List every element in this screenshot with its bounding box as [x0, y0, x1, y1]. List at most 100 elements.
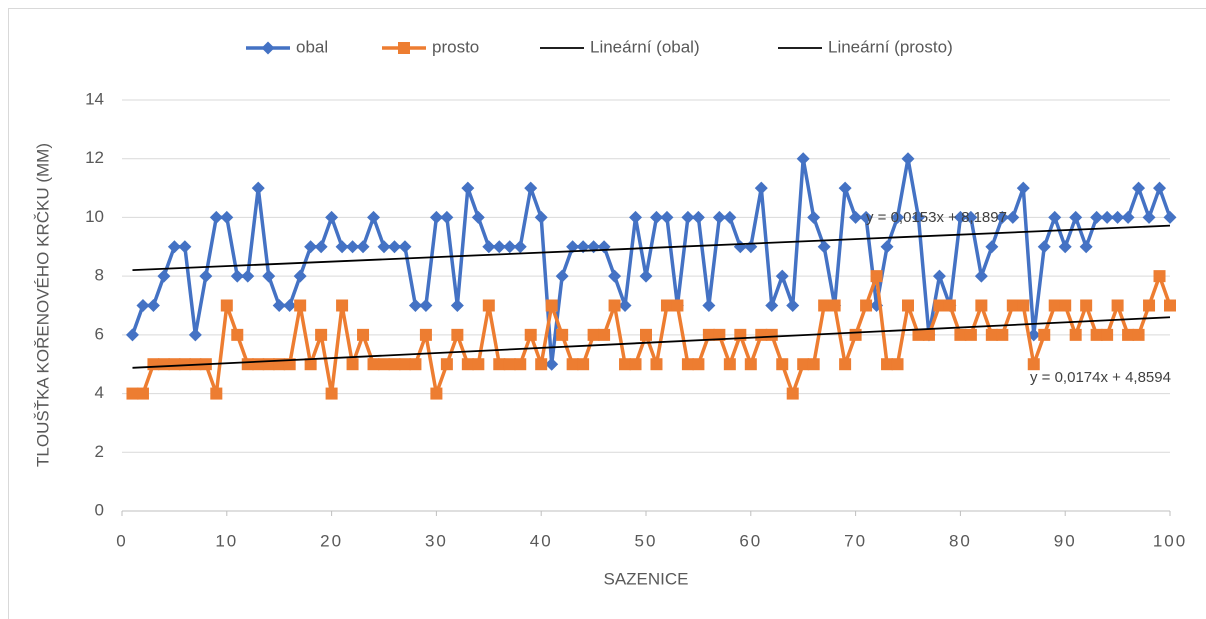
data-point	[619, 358, 632, 371]
data-point	[1163, 210, 1177, 224]
data-point	[797, 358, 810, 371]
data-point	[482, 240, 496, 254]
data-point	[545, 299, 558, 312]
data-point	[251, 181, 265, 195]
data-point	[566, 358, 579, 371]
data-point	[1080, 299, 1093, 312]
data-point	[880, 240, 894, 254]
data-point	[493, 358, 506, 371]
data-point	[1111, 210, 1125, 224]
data-point	[451, 328, 464, 341]
data-point	[671, 299, 684, 312]
y-tick-label: 0	[95, 500, 104, 519]
data-point	[629, 210, 643, 224]
data-point	[954, 328, 967, 341]
data-point	[503, 358, 516, 371]
data-point	[744, 358, 757, 371]
y-tick-label: 12	[85, 148, 104, 167]
x-tick-label: 50	[635, 531, 658, 550]
legend-item: Lineární (prosto)	[778, 37, 953, 56]
legend-item: prosto	[382, 37, 479, 56]
data-point	[315, 328, 328, 341]
data-point	[178, 358, 191, 371]
data-point	[891, 358, 904, 371]
data-point	[304, 358, 317, 371]
data-point	[902, 299, 914, 312]
data-point	[1048, 210, 1062, 224]
data-point	[598, 328, 611, 341]
data-point	[1121, 210, 1135, 224]
legend-label: obal	[296, 37, 328, 56]
data-point	[188, 328, 202, 342]
data-point	[199, 269, 213, 283]
legend-marker	[261, 41, 275, 55]
data-point	[147, 358, 160, 371]
x-tick-label: 60	[739, 531, 762, 550]
data-point	[1122, 328, 1135, 341]
legend-label: prosto	[432, 37, 479, 56]
data-point	[125, 328, 139, 342]
series	[126, 270, 1176, 400]
legend-marker	[398, 42, 410, 54]
data-point	[346, 240, 360, 254]
data-point	[860, 299, 873, 312]
data-point	[1006, 299, 1019, 312]
data-point	[336, 299, 349, 312]
data-point	[765, 299, 779, 312]
trendline	[132, 224, 1171, 272]
data-point	[911, 210, 925, 224]
data-point	[786, 299, 800, 312]
data-point	[450, 299, 464, 312]
data-point	[524, 328, 537, 341]
data-point	[775, 269, 789, 283]
data-point	[146, 299, 160, 312]
data-point	[157, 269, 171, 283]
data-point	[461, 358, 474, 371]
data-point	[1111, 299, 1124, 312]
data-point	[649, 210, 663, 224]
data-point	[1059, 299, 1072, 312]
data-point	[995, 210, 1009, 224]
data-point	[283, 299, 297, 312]
data-point	[922, 328, 935, 341]
y-axis-title: TLOUŠŤKA KOŘENOVÉHO KRČKU (MM)	[33, 143, 52, 467]
x-tick-label: 80	[949, 531, 972, 550]
data-point	[1153, 181, 1167, 195]
data-point	[1038, 328, 1051, 341]
data-point	[220, 299, 233, 312]
data-point	[838, 181, 852, 195]
data-point	[713, 328, 726, 341]
data-point	[325, 210, 339, 224]
data-point	[356, 240, 370, 254]
series-line	[130, 156, 1172, 366]
data-point	[398, 358, 411, 371]
data-point	[943, 299, 956, 312]
x-axis-title: SAZENICE	[603, 569, 688, 588]
data-point	[241, 358, 254, 371]
data-point	[178, 240, 192, 254]
data-point	[378, 358, 390, 371]
y-tick-label: 6	[95, 324, 104, 343]
legend-item: Lineární (obal)	[540, 37, 700, 56]
data-point	[755, 328, 768, 341]
data-point	[754, 181, 768, 195]
data-point	[818, 299, 831, 312]
data-point	[933, 299, 946, 312]
trendline-equation: y = 0,0174x + 4,8594	[1030, 369, 1171, 386]
data-point	[430, 387, 443, 400]
data-point	[230, 269, 244, 283]
data-point	[1048, 299, 1061, 312]
x-tick-label: 100	[1153, 531, 1187, 550]
data-point	[881, 358, 894, 371]
data-point	[136, 387, 149, 400]
data-point	[545, 357, 559, 371]
data-point	[1090, 210, 1104, 224]
data-point	[660, 299, 673, 312]
data-point	[408, 299, 422, 312]
data-point	[346, 358, 359, 371]
data-point	[640, 328, 652, 341]
data-point	[566, 240, 580, 254]
data-point	[482, 299, 495, 312]
data-point	[974, 269, 988, 283]
data-point	[1027, 358, 1040, 371]
